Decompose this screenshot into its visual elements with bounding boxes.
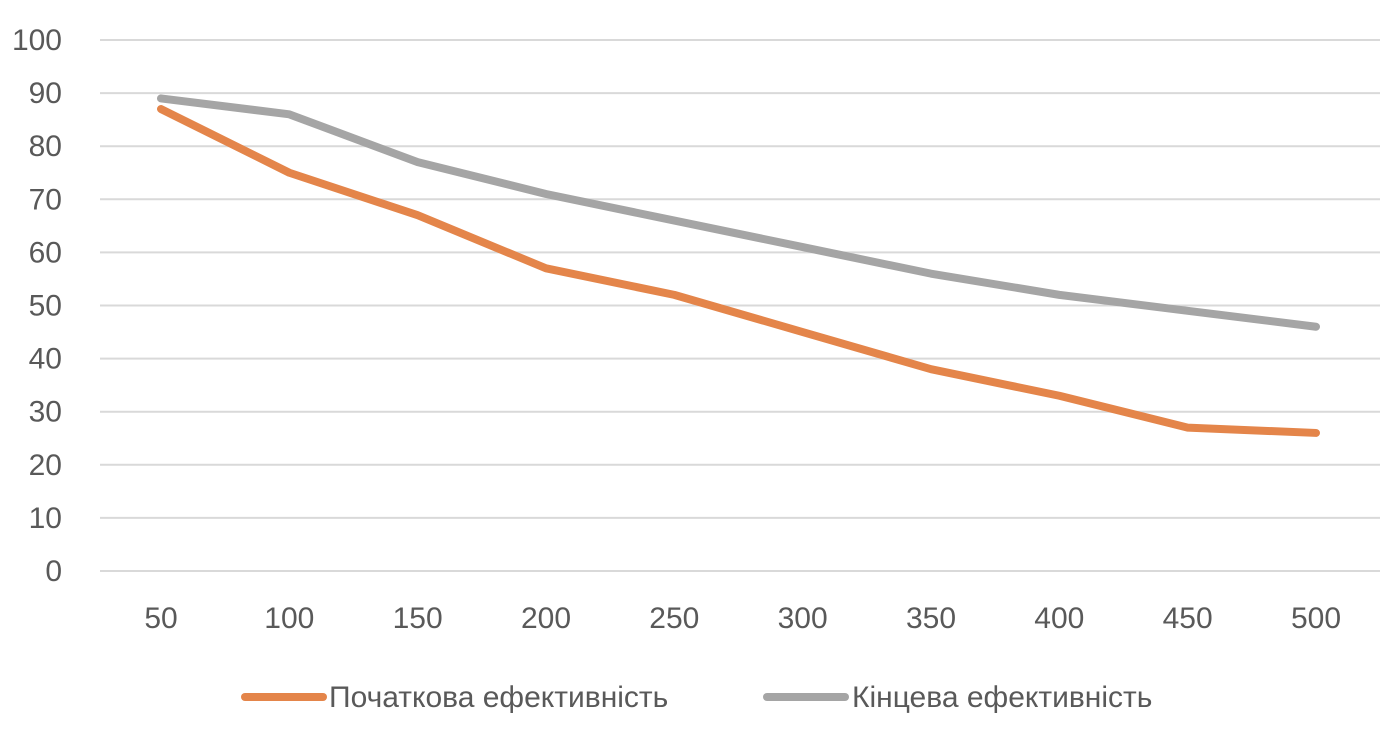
x-tick-label: 350 [906, 602, 956, 635]
y-tick-label: 20 [29, 449, 62, 482]
y-tick-label: 30 [29, 396, 62, 429]
grid [100, 39, 1380, 572]
legend-item: Кінцева ефективність [763, 681, 1152, 714]
y-tick-label: 100 [12, 24, 62, 57]
series-lines [157, 94, 1320, 437]
y-tick-label: 60 [29, 236, 62, 269]
x-tick-label: 450 [1163, 602, 1213, 635]
legend: Початкова ефективність Кінцева ефективніс… [241, 681, 1152, 714]
series-line-2 [157, 94, 1320, 331]
x-tick-label: 100 [264, 602, 314, 635]
y-tick-label: 90 [29, 77, 62, 110]
y-tick-label: 80 [29, 130, 62, 163]
y-tick-label: 40 [29, 343, 62, 376]
y-tick-label: 50 [29, 290, 62, 323]
legend-label: Кінцева ефективність [852, 681, 1152, 714]
x-tick-label: 50 [144, 602, 177, 635]
x-tick-label: 300 [778, 602, 828, 635]
x-tick-label: 250 [649, 602, 699, 635]
x-tick-label: 150 [393, 602, 443, 635]
legend-item: Початкова ефективність [241, 681, 668, 714]
series-line-1 [157, 105, 1320, 437]
y-tick-label: 10 [29, 502, 62, 535]
y-tick-label: 70 [29, 183, 62, 216]
legend-label: Початкова ефективність [329, 681, 668, 714]
x-tick-label: 500 [1291, 602, 1341, 635]
x-tick-label: 200 [521, 602, 571, 635]
x-axis-ticks: 50 100 150 200 250 300 350 400 450 500 [144, 602, 1341, 635]
y-tick-label: 0 [45, 555, 62, 588]
x-tick-label: 400 [1034, 602, 1084, 635]
y-axis-ticks: 0 10 20 30 40 50 60 70 80 90 100 [12, 24, 62, 588]
